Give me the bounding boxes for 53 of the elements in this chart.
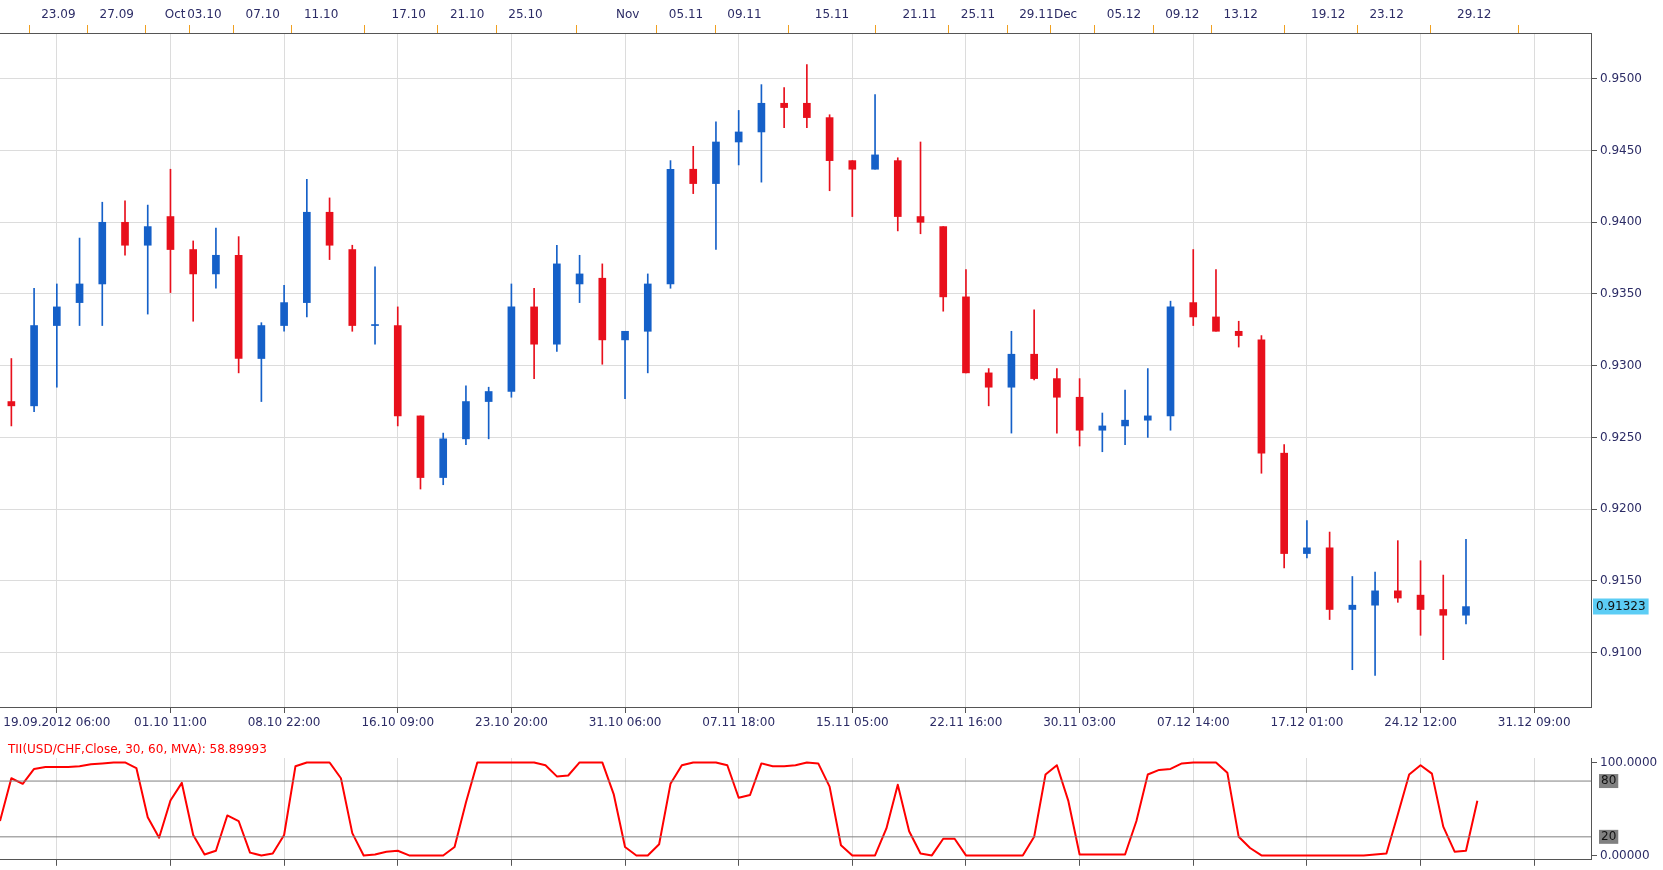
y-tick-label: 0.9400 — [1600, 214, 1642, 229]
x-tick-label: 07.11 18:00 — [702, 715, 776, 730]
x2-tick-label: 03.10 — [187, 6, 222, 21]
x2-tick-label: 05.12 — [1106, 6, 1142, 21]
x2-tick-label: 17.10 — [391, 6, 426, 21]
y-tick-label: 0.9300 — [1600, 357, 1642, 372]
x2-tick-label: 29.11 — [1019, 6, 1054, 21]
x2-tick-label: 23.09 — [41, 6, 76, 21]
x2-tick-label: 07.10 — [245, 6, 280, 21]
x2-tick-label: 23.12 — [1369, 6, 1404, 21]
x-tick-label: 24.12 12:00 — [1384, 715, 1457, 730]
x2-tick-label: 21.11 — [902, 6, 937, 21]
y-tick-label: 100.0000 — [1600, 754, 1658, 769]
x-tick-label: 07.12 14:00 — [1156, 715, 1230, 730]
y-tick-label: 0.00000 — [1600, 847, 1650, 862]
x-tick-label: 15.11 05:00 — [815, 715, 889, 730]
x2-tick-label: 29.12 — [1457, 6, 1492, 21]
x-tick-label: 31.10 06:00 — [588, 715, 662, 730]
x2-tick-label: 19.12 — [1311, 6, 1346, 21]
x2-tick-label: 27.09 — [99, 6, 134, 21]
x2-tick-label: Nov — [615, 6, 640, 21]
x-tick-label: 22.11 16:00 — [929, 715, 1003, 730]
ref-line-label: 20 — [1601, 828, 1617, 843]
y-tick-label: 0.9150 — [1600, 572, 1642, 587]
y-tick-label: 0.9200 — [1600, 501, 1642, 516]
chart-title: TII(USD/CHF,Close, 30, 60, MVA): 58.89993 — [7, 742, 267, 757]
y-tick-label: 0.9450 — [1600, 142, 1642, 157]
x2-tick-label: 05.11 — [668, 6, 704, 21]
x2-tick-label: 13.12 — [1223, 6, 1258, 21]
text: 0.91323 — [1596, 598, 1646, 613]
x2-tick-label: 25.11 — [960, 6, 996, 21]
x2-tick-label: 25.10 — [508, 6, 543, 21]
x2-tick-label: 21.10 — [449, 6, 485, 21]
x-tick-label: 30.11 03:00 — [1043, 715, 1116, 730]
ref-line-label: 80 — [1601, 773, 1617, 788]
y-tick-label: 0.9500 — [1600, 71, 1642, 86]
x-tick-label: 23.10 20:00 — [475, 715, 548, 730]
x-tick-label: 16.10 09:00 — [361, 715, 435, 730]
x2-tick-label: 09.11 — [727, 6, 762, 21]
x2-tick-label: 09.12 — [1165, 6, 1200, 21]
x2-tick-label: 15.11 — [814, 6, 850, 21]
x-tick-label: 01.10 11:00 — [134, 715, 207, 730]
x2-tick-label: Dec — [1053, 6, 1078, 21]
x-tick-label: 08.10 22:00 — [247, 715, 321, 730]
candlestick — [371, 266, 379, 345]
y-tick-label: 0.9100 — [1600, 644, 1642, 659]
y-tick-label: 0.9350 — [1600, 286, 1642, 301]
x2-tick-label: 11.10 — [303, 6, 339, 21]
x-tick-label: 19.09.2012 06:00 — [3, 715, 111, 730]
x-tick-label: 17.12 01:00 — [1270, 715, 1344, 730]
y-tick-label: 0.9250 — [1600, 429, 1642, 444]
x2-tick-label: Oct — [164, 6, 186, 21]
x-tick-label: 31.12 09:00 — [1497, 715, 1571, 730]
